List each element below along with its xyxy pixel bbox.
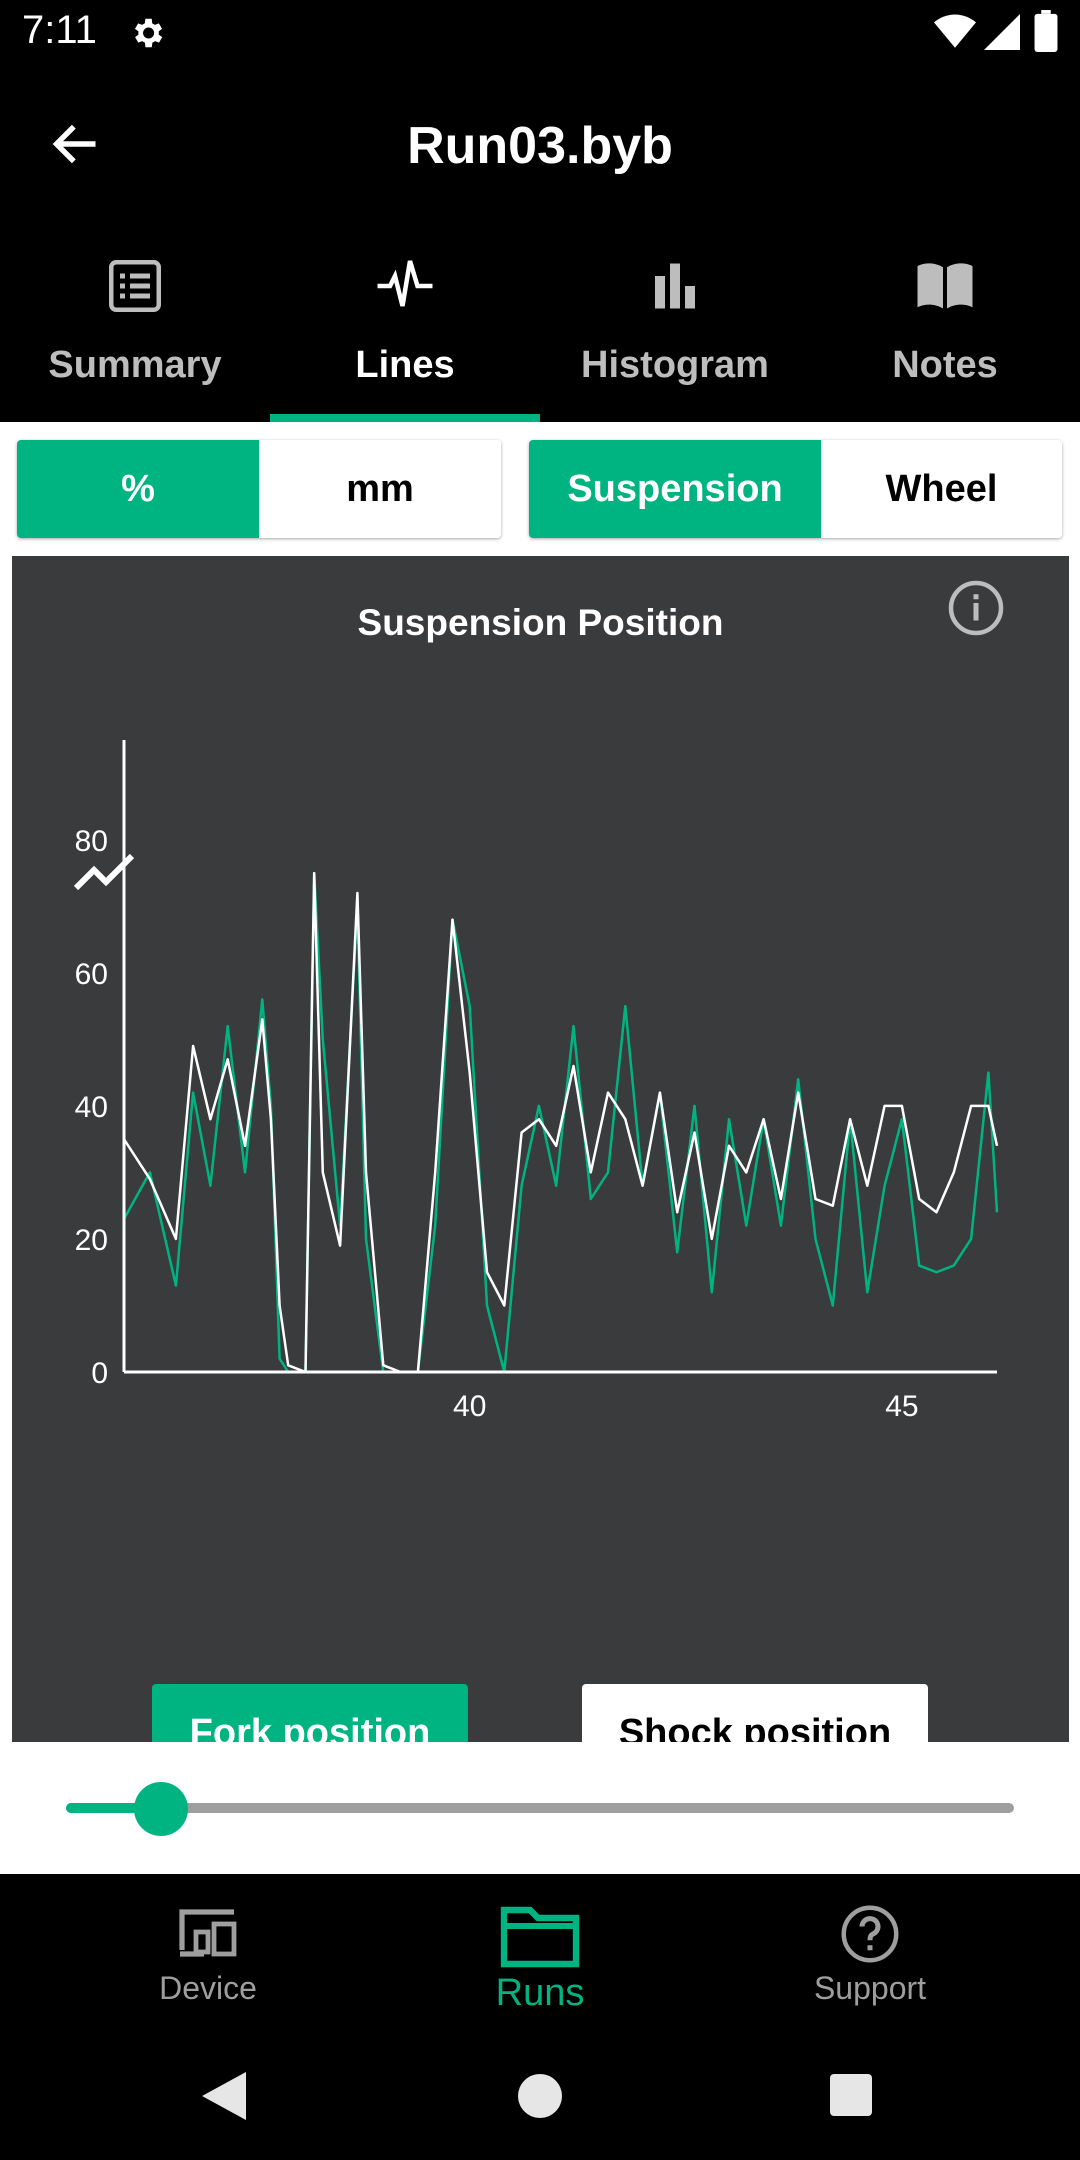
signal-icon	[984, 14, 1020, 50]
unit-mm-button[interactable]: mm	[259, 440, 501, 538]
y-tick-label: 80	[75, 825, 108, 858]
chart-card: Suspension Position 0 20 40 60 80 40 45 Fork …	[12, 556, 1069, 1782]
line-chart: 0 20 40 60 80 40 45	[75, 740, 999, 1423]
tab-label: Lines	[355, 344, 455, 386]
nav-label: Device	[159, 1970, 257, 2006]
page-title: Run03.byb	[407, 117, 673, 175]
trend-icon[interactable]	[74, 852, 136, 892]
tab-label: Histogram	[581, 344, 769, 386]
wifi-icon	[934, 14, 976, 48]
battery-icon	[1034, 10, 1058, 52]
slider-fill	[66, 1803, 161, 1813]
tab-histogram[interactable]: Histogram	[540, 226, 810, 422]
nav-device[interactable]: Device	[28, 1874, 388, 2034]
y-tick-label: 20	[75, 1224, 108, 1257]
fork-position-line	[122, 871, 999, 1374]
home-circle-icon[interactable]	[518, 2074, 562, 2118]
list-icon	[109, 260, 161, 312]
system-nav	[0, 2034, 1080, 2160]
back-triangle-icon[interactable]	[202, 2072, 246, 2120]
recents-square-icon[interactable]	[830, 2074, 872, 2116]
lines-content: % mm Suspension Wheel Suspension Positio…	[0, 422, 1080, 1782]
arrow-back-icon[interactable]	[50, 118, 102, 170]
slider-thumb[interactable]	[133, 1782, 188, 1836]
x-tick-label: 40	[453, 1390, 486, 1423]
tab-lines[interactable]: Lines	[270, 226, 540, 422]
gear-icon	[134, 18, 163, 48]
mode-suspension-button[interactable]: Suspension	[529, 440, 821, 538]
x-tick-label: 45	[885, 1390, 918, 1423]
slider-track[interactable]	[66, 1803, 1014, 1813]
tab-label: Summary	[48, 344, 222, 386]
devices-icon	[179, 1909, 237, 1957]
tab-notes[interactable]: Notes	[810, 226, 1080, 422]
bottom-nav: Device Runs Support	[0, 1874, 1080, 2034]
unit-toggle: % mm	[17, 440, 501, 538]
mode-toggle: Suspension Wheel	[529, 440, 1062, 538]
tab-summary[interactable]: Summary	[0, 226, 270, 422]
tab-bar: Summary Lines Histogram Notes	[0, 226, 1080, 422]
mode-wheel-button[interactable]: Wheel	[821, 440, 1062, 538]
y-tick-label: 0	[91, 1357, 108, 1390]
tab-indicator	[270, 414, 540, 422]
app-bar: Run03.byb	[0, 66, 1080, 226]
book-icon	[917, 263, 973, 309]
status-bar: 7:11	[0, 0, 1080, 66]
y-tick-label: 60	[75, 958, 108, 991]
bar-chart-icon	[655, 263, 695, 309]
nav-label: Runs	[495, 1972, 585, 2014]
nav-runs[interactable]: Runs	[360, 1874, 720, 2034]
unit-percent-button[interactable]: %	[17, 440, 259, 538]
chart-title: Suspension Position	[357, 602, 724, 643]
folder-icon	[500, 1906, 580, 1968]
nav-label: Support	[813, 1970, 927, 2006]
time-slider	[0, 1742, 1080, 1874]
tab-label: Notes	[892, 344, 998, 386]
info-icon[interactable]	[946, 578, 1006, 638]
y-tick-label: 40	[75, 1091, 108, 1124]
pulse-icon	[377, 260, 433, 307]
shock-position-line	[122, 871, 999, 1374]
status-time: 7:11	[22, 8, 97, 52]
help-icon	[841, 1905, 899, 1963]
nav-support[interactable]: Support	[690, 1874, 1050, 2034]
